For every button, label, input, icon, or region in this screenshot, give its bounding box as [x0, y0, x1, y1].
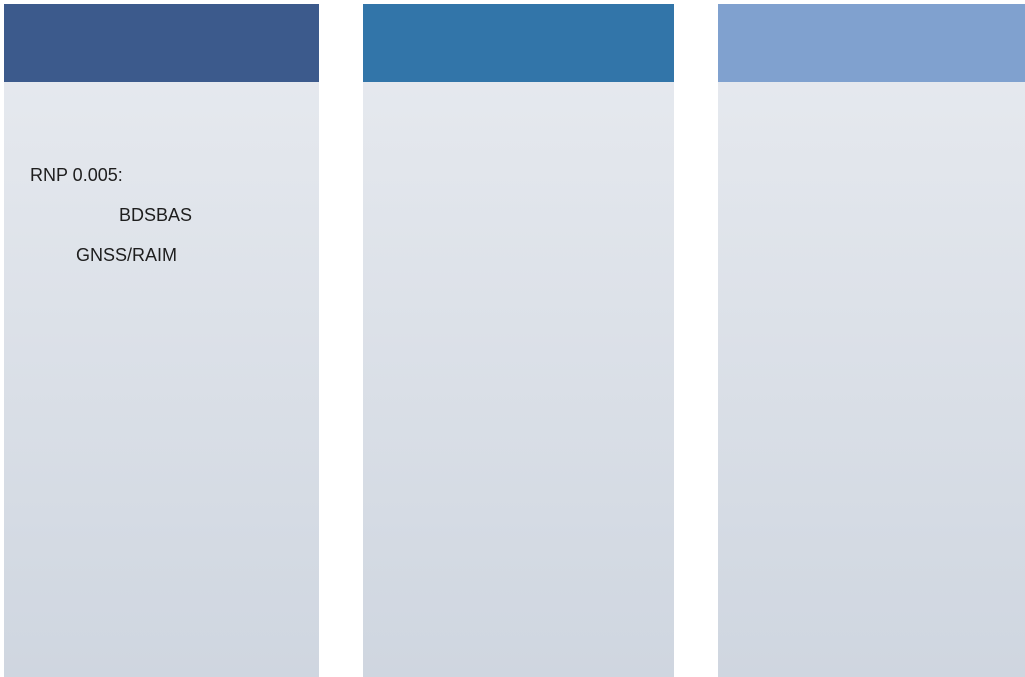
column-1-body: RNP 0.005: BDSBAS GNSS/RAIM — [4, 82, 319, 677]
column-1-line-1: RNP 0.005: — [30, 165, 123, 185]
column-1: RNP 0.005: BDSBAS GNSS/RAIM — [4, 4, 319, 677]
column-2 — [363, 4, 674, 677]
column-1-line-2: BDSBAS — [119, 205, 193, 225]
column-1-line-3: GNSS/RAIM — [76, 245, 178, 265]
column-3 — [718, 4, 1025, 677]
column-1-header — [4, 4, 319, 82]
column-2-body — [363, 82, 674, 677]
column-3-header — [718, 4, 1025, 82]
column-3-body — [718, 82, 1025, 677]
column-2-header — [363, 4, 674, 82]
